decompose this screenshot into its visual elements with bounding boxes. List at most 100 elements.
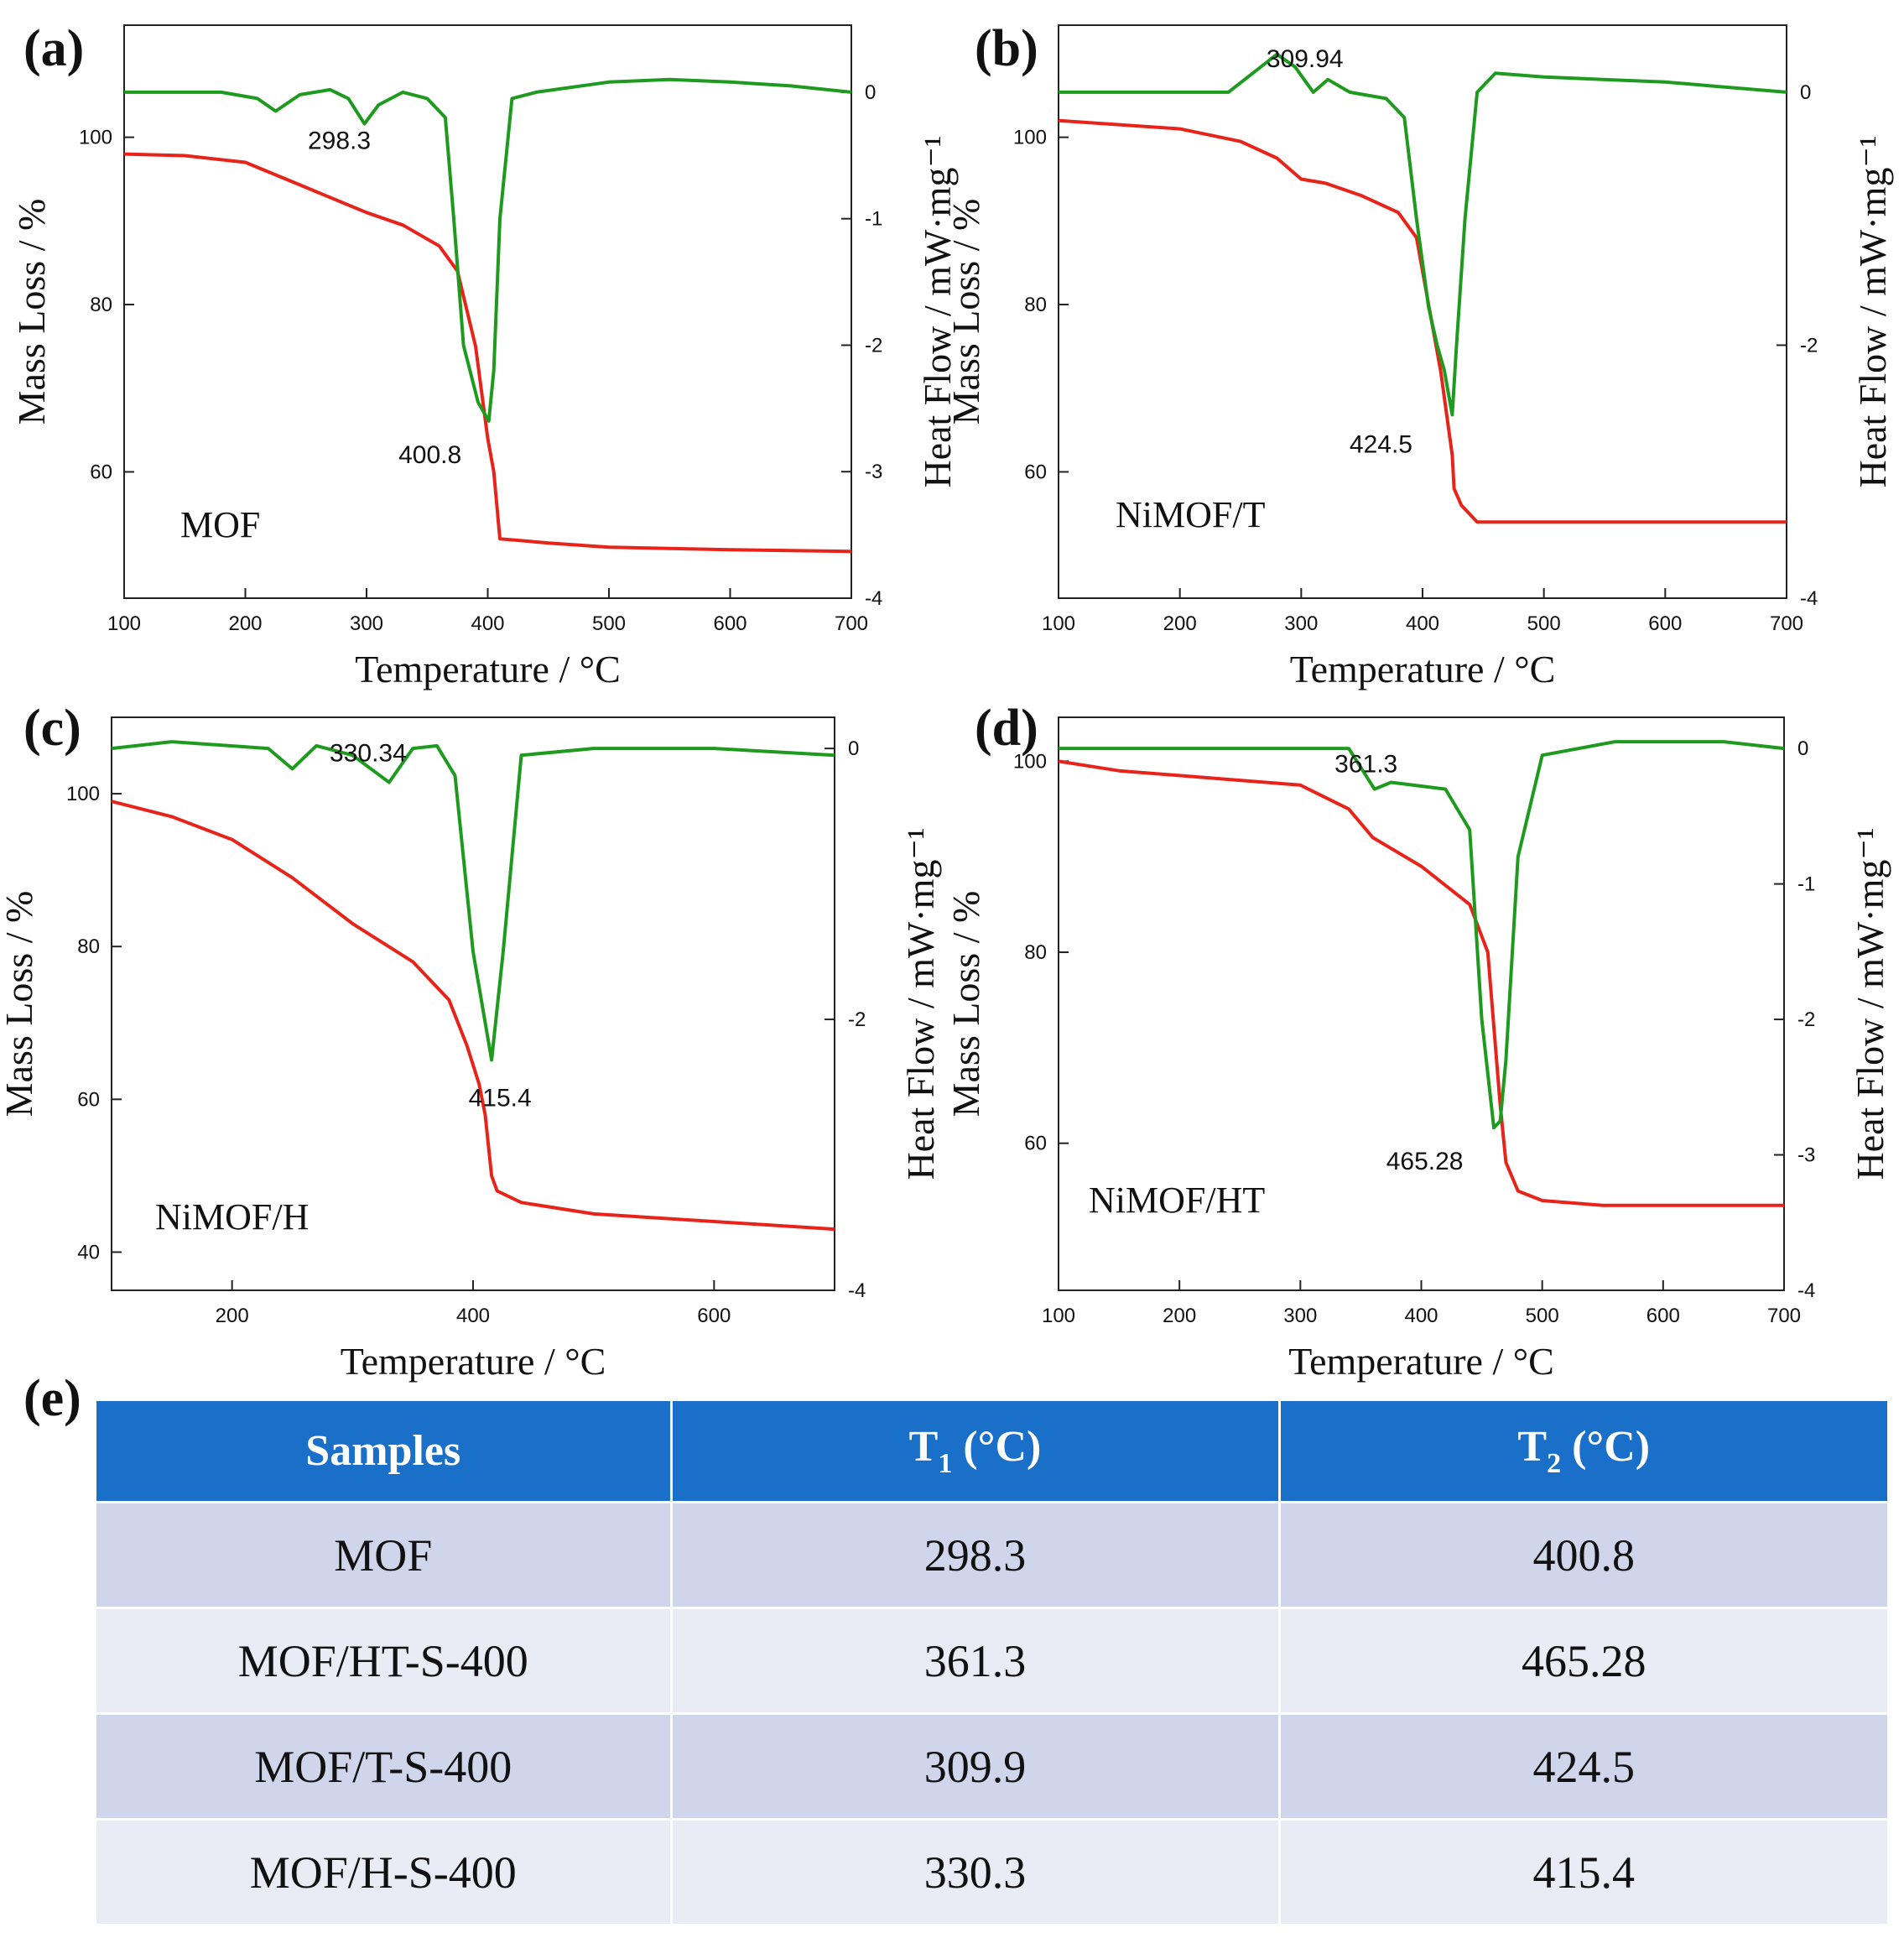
y-axis-title: Mass Loss / % — [944, 891, 987, 1117]
peak-annotation: 424.5 — [1350, 430, 1412, 458]
x-tick-label: 300 — [1284, 612, 1318, 635]
x-tick-label: 300 — [350, 612, 383, 635]
y2-tick-label: -2 — [1800, 334, 1818, 357]
y2-tick-label: 0 — [1800, 81, 1811, 104]
y-tick-label: 40 — [77, 1241, 100, 1263]
cell-sample: MOF/T-S-400 — [96, 1712, 673, 1820]
header-t1: T1 (°C) — [671, 1401, 1281, 1503]
x-tick-label: 700 — [1770, 612, 1803, 635]
mass-loss-series — [1058, 759, 1784, 1207]
y2-axis-title: Heat Flow / mW·mg⁻¹ — [1851, 135, 1894, 487]
y2-tick-label: -4 — [848, 1279, 866, 1302]
x-tick-label: 400 — [456, 1305, 490, 1327]
transition-temperature-table: Samples T1 (°C) T2 (°C) MOF 298.3 400.8 … — [96, 1401, 1887, 1924]
y2-tick-label: -2 — [848, 1008, 866, 1031]
panel-label-b: (b) — [975, 20, 1038, 77]
mass-loss-series — [123, 152, 852, 554]
x-tick-label: 700 — [1767, 1305, 1801, 1327]
x-tick-label: 400 — [1406, 612, 1439, 635]
x-tick-label: 500 — [592, 612, 626, 635]
y2-tick-label: -1 — [1797, 873, 1815, 896]
x-axis-title: Temperature / °C — [355, 648, 621, 690]
y-tick-label: 60 — [77, 1088, 100, 1111]
y-tick-label: 60 — [1024, 1133, 1047, 1155]
mass-loss-series — [111, 800, 835, 1232]
peak-annotation: 330.34 — [330, 740, 407, 768]
y2-tick-label: -3 — [1797, 1144, 1815, 1167]
y-tick-label: 80 — [90, 294, 112, 316]
x-tick-label: 200 — [1163, 612, 1197, 635]
peak-annotation: 309.94 — [1267, 45, 1344, 73]
panel-label-c: (c) — [23, 700, 81, 757]
peak-annotation: 415.4 — [469, 1085, 532, 1112]
panel-label-e: (e) — [23, 1370, 81, 1427]
y-tick-label: 100 — [66, 783, 100, 805]
cell-t2: 415.4 — [1279, 1818, 1887, 1924]
y2-tick-label: 0 — [1797, 737, 1808, 760]
y2-tick-label: -3 — [865, 461, 882, 483]
y-tick-label: 80 — [1024, 941, 1047, 964]
panel-label-d: (d) — [975, 700, 1038, 757]
cell-t2: 400.8 — [1279, 1501, 1887, 1608]
table-header-row: Samples T1 (°C) T2 (°C) — [96, 1401, 1887, 1503]
cell-t1: 309.9 — [671, 1712, 1281, 1820]
table-row: MOF 298.3 400.8 — [96, 1501, 1887, 1608]
header-t2: T2 (°C) — [1279, 1401, 1887, 1503]
x-axis-title: Temperature / °C — [341, 1340, 606, 1383]
heat-flow-series — [1059, 740, 1785, 1130]
y-tick-label: 60 — [90, 461, 112, 483]
y2-tick-label: 0 — [865, 81, 876, 104]
peak-annotation: 400.8 — [398, 441, 461, 469]
tga-dsc-charts: (a)100 200 300 400 500 600 7006080100-4-3-2-10… — [0, 20, 1894, 1383]
x-axis-title: Temperature / °C — [1290, 648, 1556, 690]
y-axis-title: Mass Loss / % — [10, 199, 53, 425]
mass-loss-series — [1058, 118, 1787, 524]
x-tick-label: 500 — [1527, 612, 1561, 635]
heat-flow-series — [111, 740, 835, 1062]
y-tick-label: 80 — [1024, 294, 1047, 316]
heat-flow-series — [124, 77, 852, 423]
heat-flow-series — [1059, 52, 1787, 417]
x-tick-label: 600 — [713, 612, 747, 635]
y2-tick-label: 0 — [848, 737, 859, 760]
panel-label-a: (a) — [23, 20, 84, 77]
y-tick-label: 100 — [1013, 750, 1047, 773]
y2-tick-label: -4 — [1797, 1279, 1815, 1302]
y2-axis-title: Heat Flow / mW·mg⁻¹ — [899, 827, 942, 1180]
sample-label: NiMOF/HT — [1089, 1180, 1265, 1221]
y2-tick-label: -4 — [865, 587, 882, 610]
y-tick-label: 100 — [79, 127, 112, 149]
x-tick-label: 700 — [835, 612, 868, 635]
cell-t2: 424.5 — [1279, 1712, 1887, 1820]
sample-label: NiMOF/H — [155, 1196, 309, 1237]
y2-axis-title: Heat Flow / mW·mg⁻¹ — [1849, 827, 1891, 1180]
x-axis-title: Temperature / °C — [1288, 1340, 1554, 1383]
y-axis-title: Mass Loss / % — [0, 891, 40, 1117]
peak-annotation: 361.3 — [1334, 751, 1397, 779]
peak-annotation: 298.3 — [308, 128, 371, 155]
y2-tick-label: -2 — [865, 334, 882, 357]
header-samples: Samples — [96, 1401, 673, 1503]
x-tick-label: 400 — [1404, 1305, 1438, 1327]
table-row: MOF/HT-S-400 361.3 465.28 — [96, 1607, 1887, 1714]
x-tick-label: 300 — [1283, 1305, 1317, 1327]
cell-t2: 465.28 — [1279, 1607, 1887, 1714]
x-tick-label: 200 — [216, 1305, 249, 1327]
y2-tick-label: -1 — [865, 208, 882, 231]
x-tick-label: 100 — [1042, 1305, 1075, 1327]
table-row: MOF/T-S-400 309.9 424.5 — [96, 1712, 1887, 1820]
sample-label: NiMOF/T — [1116, 494, 1266, 535]
header-t2-sub: 2 — [1547, 1448, 1562, 1479]
x-tick-label: 400 — [471, 612, 504, 635]
peak-annotation: 465.28 — [1386, 1148, 1464, 1175]
y2-tick-label: -4 — [1800, 587, 1818, 610]
x-tick-label: 600 — [697, 1305, 731, 1327]
cell-t1: 361.3 — [671, 1607, 1281, 1714]
x-tick-label: 200 — [228, 612, 262, 635]
x-tick-label: 200 — [1163, 1305, 1196, 1327]
y2-tick-label: -2 — [1797, 1008, 1815, 1031]
x-tick-label: 600 — [1646, 1305, 1680, 1327]
y-tick-label: 100 — [1013, 127, 1047, 149]
table-row: MOF/H-S-400 330.3 415.4 — [96, 1818, 1887, 1924]
cell-t1: 330.3 — [671, 1818, 1281, 1924]
